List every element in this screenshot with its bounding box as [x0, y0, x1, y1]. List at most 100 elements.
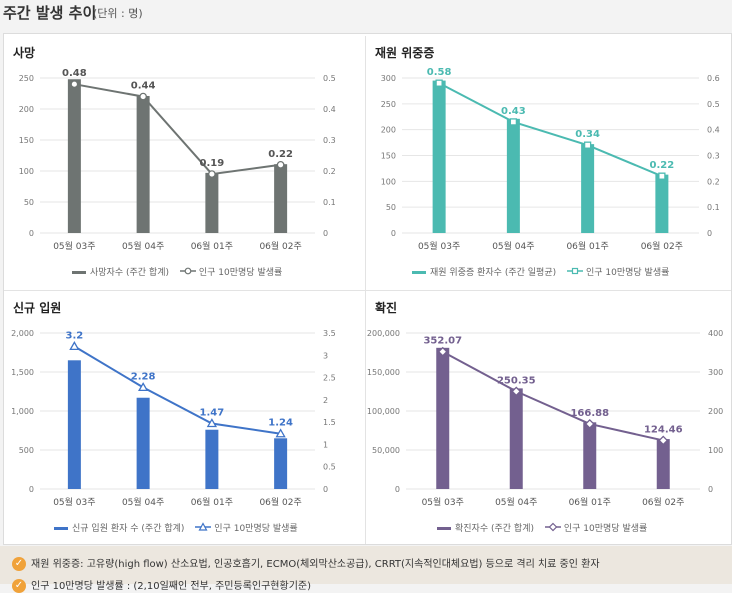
line-point: [658, 172, 666, 180]
line-point: [276, 160, 285, 169]
info-icon: ✓: [12, 557, 26, 571]
data-label: 3.2: [66, 330, 84, 341]
bar: [136, 397, 150, 489]
y-left-tick-label: 250: [381, 100, 396, 109]
legend-line-marker: [544, 522, 561, 534]
x-tick-label: 05월 03주: [53, 240, 95, 252]
section-header: 주간 발생 추이 (단위 : 명): [0, 0, 732, 28]
chart-admissions: 0 500 1,000 1,500 2,000 0 0.5 1 1.5 2 2.5 3 3.5 05월 0…: [11, 329, 336, 508]
legend-line-marker: [179, 267, 196, 278]
line-point: [435, 79, 443, 87]
chart-legend: 신규 입원 환자 수 (주간 합계) 인구 10만명당 발생률: [54, 521, 298, 534]
y-right-tick-label: 400: [708, 329, 723, 338]
y-right-tick-label: 0: [708, 485, 713, 494]
data-label: 166.88: [570, 408, 609, 419]
x-tick-label: 05월 04주: [122, 240, 164, 252]
y-left-tick-label: 150: [19, 136, 34, 145]
data-label: 2.28: [131, 371, 156, 382]
y-left-tick-label: 250: [19, 74, 34, 83]
y-left-tick-label: 500: [19, 446, 34, 455]
x-tick-label: 06월 02주: [259, 496, 301, 508]
y-left-tick-label: 0: [391, 229, 396, 238]
data-label: 0.34: [575, 129, 600, 140]
chart-legend: 사망자수 (주간 합계) 인구 10만명당 발생률: [72, 265, 282, 278]
line-point: [139, 92, 147, 101]
legend-bar-swatch: [54, 527, 68, 530]
y-right-tick-label: 200: [708, 407, 723, 416]
y-right-tick-label: 0.1: [323, 198, 336, 207]
chart-severe: 0 50 100 150 200 250 300 0 0.1 0.2 0.3 0.4 0.5 0.6 05월…: [381, 67, 720, 252]
chart-legend: 재원 위중증 환자수 (주간 일평균) 인구 10만명당 발생률: [412, 265, 669, 278]
y-right-tick-label: 0.5: [323, 463, 336, 472]
rate-line: [73, 345, 281, 435]
y-right-tick-label: 0.4: [323, 105, 336, 114]
chart-title: 재원 위중증: [375, 46, 435, 60]
y-left-tick-label: 1,500: [11, 368, 34, 377]
y-left-tick-label: 100,000: [367, 407, 400, 416]
y-right-tick-label: 300: [708, 368, 723, 377]
x-tick-label: 06월 01주: [566, 240, 608, 252]
bar: [205, 429, 219, 489]
y-right-tick-label: 2.5: [323, 374, 336, 383]
y-right-tick-label: 3: [323, 351, 328, 360]
y-left-tick-label: 0: [395, 485, 400, 494]
bar: [655, 174, 669, 233]
y-left-tick-label: 50: [24, 198, 34, 207]
data-label: 0.44: [131, 81, 156, 92]
bar: [583, 422, 597, 489]
data-label: 250.35: [497, 375, 536, 386]
legend-bar-label: 신규 입원 환자 수 (주간 합계): [72, 524, 185, 534]
horizontal-divider: [4, 290, 731, 291]
y-right-tick-label: 0.5: [707, 100, 720, 109]
line-point: [584, 418, 595, 429]
bar: [581, 144, 595, 233]
bar: [436, 347, 450, 489]
y-right-tick-label: 0.2: [323, 167, 336, 176]
bar: [67, 79, 81, 233]
y-right-tick-label: 0.3: [323, 136, 336, 145]
line-point: [509, 118, 518, 126]
legend-bar-swatch: [437, 527, 451, 530]
chart-panel-deaths: 사망 0 50 100 150 200 250 0 0.1 0.2 0.3 0.4 0.5 05월 03…: [4, 36, 365, 290]
y-left-tick-label: 150: [381, 152, 396, 161]
bar: [136, 95, 150, 233]
legend-bar-label: 확진자수 (주간 합계): [455, 524, 534, 534]
line-point: [437, 346, 448, 357]
charts-frame: [3, 33, 732, 545]
line-point: [275, 428, 286, 438]
legend-line-marker: [195, 522, 212, 534]
x-tick-label: 05월 04주: [492, 240, 534, 252]
legend-line-label: 인구 10만명당 발생률: [585, 268, 670, 278]
y-right-tick-label: 0: [323, 229, 328, 238]
y-right-tick-label: 0.1: [707, 203, 720, 212]
y-left-tick-label: 1,000: [11, 407, 34, 416]
rate-line: [438, 82, 663, 178]
bar: [274, 164, 288, 233]
y-right-tick-label: 100: [708, 446, 723, 455]
section-title: 주간 발생 추이: [3, 4, 97, 22]
data-label: 0.19: [200, 158, 225, 169]
y-left-tick-label: 0: [29, 485, 34, 494]
y-right-tick-label: 0.6: [707, 74, 720, 83]
chart-confirmed: 0 50,000 100,000 150,000 200,000 0 100 200 300 40…: [367, 329, 723, 508]
line-point: [208, 170, 216, 178]
x-tick-label: 06월 01주: [569, 496, 611, 508]
y-left-tick-label: 50: [386, 203, 396, 212]
y-right-tick-label: 2: [323, 396, 328, 405]
chart-legend: 확진자수 (주간 합계) 인구 10만명당 발생률: [437, 521, 647, 534]
note-incidence-basis: ✓ 인구 10만명당 발생률 : (2,10일째인 전부, 주민등록인구현황기준): [12, 577, 311, 593]
chart-panel-severe: 재원 위중증 0 50 100 150 200 250 300 0 0.1 0.2 0.3 0.4 0.…: [366, 36, 732, 290]
y-left-tick-label: 150,000: [367, 368, 400, 377]
legend-bar-swatch: [72, 271, 86, 274]
y-left-tick-label: 300: [381, 74, 396, 83]
x-tick-label: 05월 03주: [422, 496, 464, 508]
y-left-tick-label: 100: [381, 177, 396, 186]
y-right-tick-label: 0.5: [323, 74, 336, 83]
x-tick-label: 06월 02주: [259, 240, 301, 252]
y-right-tick-label: 0.2: [707, 177, 720, 186]
line-point: [511, 386, 522, 397]
y-left-tick-label: 50,000: [372, 446, 400, 455]
y-left-tick-label: 200: [19, 105, 34, 114]
x-tick-label: 05월 03주: [53, 496, 95, 508]
y-left-tick-label: 200,000: [367, 329, 400, 338]
